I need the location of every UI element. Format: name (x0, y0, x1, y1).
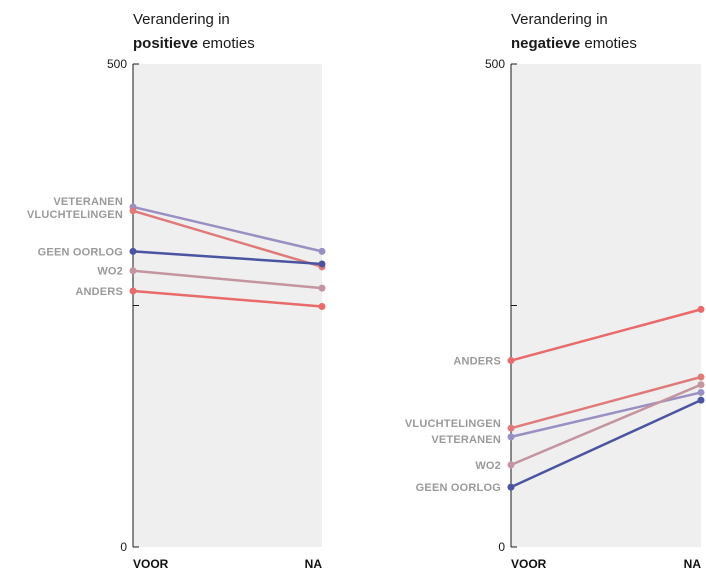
data-point (697, 396, 705, 404)
y-tick-label-zero: 0 (120, 540, 127, 554)
data-point (697, 305, 705, 313)
series-line (509, 398, 703, 489)
series-line (509, 375, 703, 430)
data-point (507, 424, 515, 432)
plot-background (511, 64, 701, 547)
chart-title-line1: Verandering in (133, 11, 230, 28)
data-point (697, 381, 705, 389)
series-label: VETERANEN (431, 434, 501, 446)
series-label: GEEN OORLOG (416, 482, 501, 494)
x-tick-label: NA (305, 557, 323, 570)
chart-title-line2: positieve emoties (133, 35, 255, 52)
data-point (507, 357, 515, 365)
series-label: VLUCHTELINGEN (405, 418, 501, 430)
series-line (131, 289, 324, 308)
data-point (318, 260, 326, 268)
series-label: WO2 (97, 266, 123, 278)
series-line (509, 391, 703, 439)
chart-title-rest: emoties (580, 35, 637, 52)
chart-title-line1: Verandering in (511, 11, 608, 28)
data-point (129, 207, 137, 215)
data-point (318, 302, 326, 310)
chart-title-bold: positieve (133, 35, 198, 52)
series-line (509, 308, 703, 362)
y-tick-label-zero: 0 (498, 540, 505, 554)
series-line (131, 269, 324, 290)
x-tick-label: VOOR (133, 557, 169, 570)
data-point (129, 247, 137, 255)
data-point (318, 247, 326, 255)
series-label: VLUCHTELINGEN (27, 209, 123, 221)
negative-emotions-chart: Verandering in negatieve emoties 500 0 VOO… (405, 11, 705, 570)
data-point (129, 287, 137, 295)
positive-emotions-chart: Verandering in positieve emoties 500 0 VOO… (27, 11, 326, 570)
x-tick-label: VOOR (511, 557, 547, 570)
chart-title-rest: emoties (198, 35, 255, 52)
series-label: WO2 (475, 460, 501, 472)
data-point (697, 373, 705, 381)
series-line (131, 250, 324, 266)
data-point (507, 483, 515, 491)
series-label: ANDERS (453, 356, 501, 368)
series-label: ANDERS (75, 286, 123, 298)
chart-title-line2: negatieve emoties (511, 35, 637, 52)
data-point (318, 284, 326, 292)
data-point (507, 433, 515, 441)
data-point (129, 267, 137, 275)
series-line (131, 209, 324, 269)
data-point (697, 388, 705, 396)
series-line (509, 383, 703, 467)
series-label: VETERANEN (53, 196, 123, 208)
series-label: GEEN OORLOG (38, 246, 123, 258)
data-point (507, 461, 515, 469)
series-line (131, 205, 324, 253)
y-tick-label-top: 500 (485, 57, 505, 71)
chart-title-bold: negatieve (511, 35, 580, 52)
x-tick-label: NA (684, 557, 702, 570)
plot-background (133, 64, 322, 547)
y-tick-label-top: 500 (107, 57, 127, 71)
